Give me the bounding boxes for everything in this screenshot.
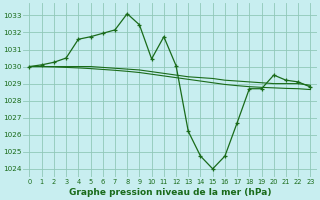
X-axis label: Graphe pression niveau de la mer (hPa): Graphe pression niveau de la mer (hPa) [69, 188, 271, 197]
